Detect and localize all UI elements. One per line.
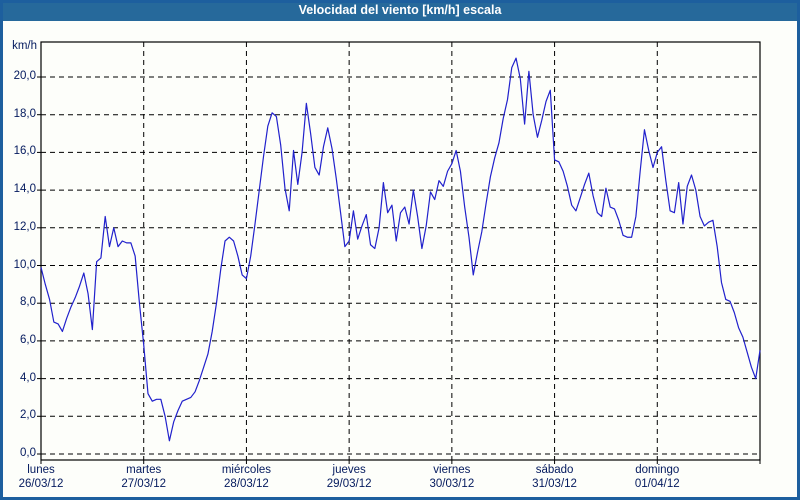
day-name: miércoles xyxy=(221,464,272,476)
y-axis-tick-label: 18,0 xyxy=(13,107,36,120)
day-name: viernes xyxy=(433,464,471,476)
day-date: 29/03/12 xyxy=(326,478,372,490)
day-name: sábado xyxy=(535,464,574,476)
y-axis-tick-label: 20,0 xyxy=(13,70,36,82)
day-date: 28/03/12 xyxy=(224,478,269,490)
y-axis-tick-label: 2,0 xyxy=(20,409,36,422)
y-axis-tick-label: 6,0 xyxy=(20,333,36,346)
y-axis-tick-label: 14,0 xyxy=(13,183,36,196)
y-axis-tick-label: 4,0 xyxy=(20,371,36,384)
day-date: 01/04/12 xyxy=(634,478,680,490)
day-name: lunes xyxy=(27,464,55,476)
y-axis-unit-label: km/h xyxy=(12,40,37,52)
chart-title: Velocidad del viento [km/h] escala xyxy=(298,3,502,17)
wind-speed-series xyxy=(40,57,761,442)
y-axis-tick-label: 16,0 xyxy=(13,145,36,158)
x-axis-day-label: lunes 26/03/12 xyxy=(0,463,93,491)
day-name: martes xyxy=(126,464,162,476)
x-axis-day-label: sábado 31/03/12 xyxy=(503,463,607,491)
day-name: jueves xyxy=(332,464,366,476)
x-axis-day-label: miércoles 28/03/12 xyxy=(194,463,298,491)
day-date: 31/03/12 xyxy=(532,478,577,490)
x-axis-day-label: jueves 29/03/12 xyxy=(297,463,401,491)
y-axis-tick-label: 8,0 xyxy=(20,296,36,309)
day-date: 26/03/12 xyxy=(18,478,64,490)
plot-border xyxy=(40,41,761,461)
y-axis-tick-label: 10,0 xyxy=(13,258,36,271)
x-axis-day-label: martes 27/03/12 xyxy=(92,463,196,491)
y-axis-tick-label: 0,0 xyxy=(20,447,36,459)
day-date: 27/03/12 xyxy=(121,478,167,490)
day-name: domingo xyxy=(635,464,680,476)
day-date: 30/03/12 xyxy=(429,478,475,490)
y-axis-tick-label: 12,0 xyxy=(13,220,36,233)
x-axis-day-label: domingo 01/04/12 xyxy=(605,463,709,491)
x-axis-day-label: viernes 30/03/12 xyxy=(400,463,504,491)
title-bar: Velocidad del viento [km/h] escala xyxy=(0,0,800,21)
